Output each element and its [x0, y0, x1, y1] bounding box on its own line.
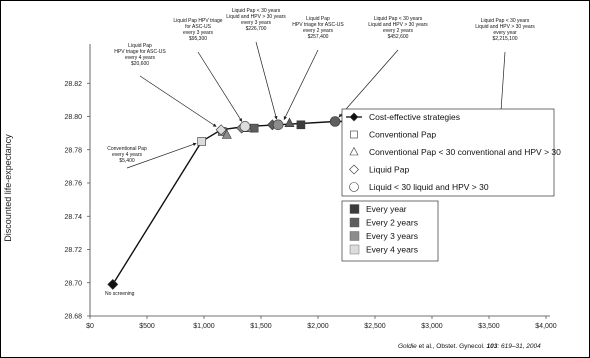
legend-swatch: [349, 244, 360, 255]
annotation-label: Liquid Pap < 30 years Liquid and HPV > 30…: [368, 16, 428, 40]
annotation-arrow: [255, 41, 278, 120]
x-tick-label: $0: [86, 323, 94, 330]
legend-swatch: [349, 217, 360, 228]
annotation-arrow: [283, 49, 319, 120]
y-tick-label: 28.82: [64, 81, 82, 88]
legend-label: Conventional Pap < 30 conventional and H…: [369, 147, 561, 157]
legend-marker-diamond-filled: [349, 112, 359, 122]
x-tick-label: $2,500: [364, 323, 386, 330]
strategy-point-circle: [272, 119, 284, 131]
annotation-line: $20,600: [131, 61, 149, 67]
annotation-line: $95,300: [189, 36, 207, 42]
strategy-point-circle: [239, 121, 251, 132]
annotation-label: Liquid Pap HPV triage for ASC-US every 2 y…: [292, 16, 344, 40]
y-tick-label: 28.80: [64, 114, 82, 121]
annotation-line: every 3 years: [241, 20, 272, 26]
x-tick-label: $1,500: [250, 323, 272, 330]
x-tick-label: $1,000: [193, 323, 215, 330]
y-tick-label: 28.76: [64, 181, 82, 188]
legend-label: Cost-effective strategies: [369, 112, 460, 122]
y-tick-label: 28.70: [64, 280, 82, 287]
annotation-arrow: [499, 51, 506, 115]
citation-authors: Goldie: [398, 343, 417, 350]
legend-interval-label: Every 4 years: [366, 245, 418, 255]
annotation-line: Liquid Pap < 30 years: [374, 16, 423, 22]
strategy-point-triangle: [284, 117, 295, 127]
annotation-label: Liquid Pap < 30 years Liquid and HPV > 30…: [226, 8, 286, 32]
annotation-arrow: [126, 142, 197, 169]
annotation-line: $452,600: [388, 34, 409, 40]
legend-label: Liquid < 30 liquid and HPV > 30: [369, 182, 489, 192]
annotation-line: every 4 years: [112, 152, 143, 158]
frontier-point-no-screening: [107, 278, 119, 290]
y-tick-label: 28.78: [64, 147, 82, 154]
annotation-line: Liquid and HPV > 30 years: [226, 14, 286, 20]
x-tick-label: $3,500: [478, 323, 500, 330]
annotation-line: every 3 years: [183, 30, 214, 36]
annotation-line: every 4 years: [125, 55, 156, 61]
legend-marker-diamond: [349, 164, 359, 175]
legend-swatch: [349, 231, 360, 241]
legend-box: [341, 108, 555, 197]
citation-volume: 103: [486, 343, 498, 350]
annotation-label: Liquid Pap < 30 years Liquid and HPV > 30…: [475, 18, 535, 42]
legend-interval-label: Every 3 years: [366, 231, 418, 241]
annotation-line: Liquid Pap < 30 years: [481, 18, 530, 24]
legend-marker-triangle: [349, 146, 359, 156]
y-tick-label: 28.74: [64, 214, 82, 221]
strategy-point-square: [296, 120, 306, 130]
strategy-point-diamond: [215, 124, 227, 136]
annotation-line: $257,400: [308, 34, 329, 40]
annotation-line: Liquid Pap: [306, 16, 330, 22]
x-tick-label: $3,000: [421, 323, 443, 330]
legend-interval-label: Every 2 years: [366, 218, 418, 228]
annotation-line: HPV triage for ASC-US: [114, 49, 166, 55]
strategy-point-circle: [329, 116, 341, 127]
legend-strategies: Cost-effective strategies Conventional Pa…: [341, 108, 561, 197]
y-axis-label: Discounted life-expectancy: [3, 134, 13, 242]
annotation-line: every year: [493, 30, 517, 36]
annotation-line: No screening: [105, 291, 135, 297]
x-tick-label: $4,000: [535, 323, 557, 330]
legend-swatch: [349, 204, 360, 214]
annotation-label: Conventional Pap every 4 years $5,400: [107, 146, 147, 164]
annotation-line: Liquid and HPV > 30 years: [475, 24, 535, 30]
legend-marker-square: [350, 130, 358, 139]
annotation-line: $226,700: [246, 26, 267, 32]
annotation-line: for ASC-US: [185, 24, 212, 30]
annotation-line: Liquid and HPV > 30 years: [368, 22, 428, 28]
annotation-line: Liquid Pap HPV triage: [173, 18, 222, 24]
y-tick-label: 28.68: [64, 314, 82, 321]
legend-label: Liquid Pap: [369, 165, 409, 175]
legend-label: Conventional Pap: [369, 130, 436, 140]
legend-intervals: Every year Every 2 years Every 3 years Ever…: [341, 200, 439, 262]
x-tick-label: $2,000: [307, 323, 329, 330]
annotation-line: Liquid Pap < 30 years: [232, 8, 281, 14]
annotation-arrow: [197, 51, 243, 122]
annotation-line: Liquid Pap: [128, 43, 152, 49]
citation-pages: : 619–31, 2004: [497, 343, 541, 350]
citation: Goldie et al., Obstet. Gynecol. 103: 619…: [398, 343, 541, 350]
annotation-arrow: [139, 75, 217, 127]
annotation-line: every 2 years: [383, 28, 414, 34]
annotation-label: Liquid Pap HPV triage for ASC-US every 3 y…: [173, 18, 222, 42]
annotation-line: $5,400: [119, 158, 135, 164]
annotation-line: HPV triage for ASC-US: [292, 22, 344, 28]
y-tick-label: 28.72: [64, 247, 82, 254]
strategy-point-square: [197, 137, 207, 146]
legend-marker-circle: [349, 182, 359, 192]
annotation-line: $2,215,100: [492, 36, 517, 42]
annotation-line: every 2 years: [303, 28, 334, 34]
annotation-line: Conventional Pap: [107, 146, 147, 152]
annotation-arrow: [338, 49, 399, 118]
strategy-point-triangle: [221, 129, 232, 139]
citation-journal: et al., Obstet. Gynecol.: [416, 343, 487, 350]
x-tick-label: $500: [139, 323, 155, 330]
axes: $0 $500 $1,000 $1,500 $2,000 $2,500 $3,000 $3,5…: [64, 44, 557, 330]
annotation-label: Liquid Pap HPV triage for ASC-US every 4 y…: [114, 43, 166, 67]
legend-interval-label: Every year: [366, 204, 407, 214]
annotation-label: No screening: [105, 291, 135, 297]
